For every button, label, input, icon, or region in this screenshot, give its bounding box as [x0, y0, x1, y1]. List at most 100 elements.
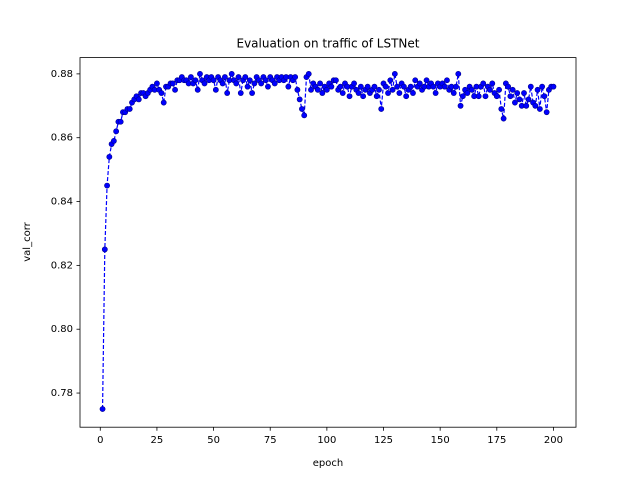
data-point: [516, 96, 523, 103]
data-point: [357, 83, 364, 90]
data-point: [172, 86, 178, 93]
data-point: [378, 106, 385, 112]
data-point: [337, 83, 344, 90]
data-point: [346, 93, 353, 100]
data-point: [430, 83, 437, 90]
data-point: [371, 83, 378, 90]
data-point: [246, 77, 253, 84]
data-point: [235, 74, 242, 80]
data-point: [228, 70, 235, 77]
data-point: [197, 70, 203, 77]
data-point: [391, 70, 398, 77]
data-point: [99, 406, 106, 412]
data-point: [523, 102, 530, 109]
data-point: [480, 80, 487, 87]
data-point: [296, 96, 303, 103]
data-point: [319, 90, 326, 96]
data-point: [527, 83, 534, 90]
x-tick-label: 125: [374, 435, 393, 446]
data-point: [539, 83, 546, 90]
data-point: [104, 182, 110, 189]
data-point: [360, 93, 367, 100]
data-point: [285, 83, 292, 90]
data-point: [441, 83, 448, 90]
data-point: [271, 80, 278, 87]
data-point: [489, 80, 496, 87]
y-axis-label: val_corr: [22, 221, 33, 261]
data-point: [376, 86, 382, 93]
data-point: [534, 86, 541, 93]
data-point: [101, 246, 108, 253]
y-tick-label: 0.80: [51, 324, 73, 335]
data-point: [194, 86, 201, 93]
data-point: [410, 90, 416, 96]
plot-frame: [79, 57, 577, 428]
data-point: [464, 90, 471, 96]
x-tick-label: 150: [431, 435, 450, 446]
data-point: [117, 118, 124, 125]
data-point: [403, 93, 410, 100]
data-point: [521, 90, 527, 96]
data-point: [294, 86, 301, 93]
data-point: [459, 93, 466, 100]
data-point: [493, 93, 500, 100]
data-point: [407, 83, 414, 90]
data-point: [262, 77, 269, 84]
data-point: [242, 74, 249, 80]
data-point: [536, 106, 543, 112]
x-tick-label: 175: [487, 435, 506, 446]
data-point: [355, 90, 362, 96]
data-point: [543, 109, 550, 116]
y-tick-label: 0.82: [51, 260, 73, 271]
data-point: [192, 77, 199, 84]
data-point: [135, 96, 142, 103]
data-point: [314, 86, 321, 93]
data-point: [188, 74, 194, 80]
data-point: [212, 86, 219, 93]
data-point: [496, 86, 502, 93]
data-point: [416, 80, 423, 87]
data-point: [333, 77, 339, 84]
data-point: [468, 86, 475, 93]
data-point: [210, 77, 217, 84]
data-point: [301, 112, 308, 119]
data-point: [364, 83, 371, 90]
data-point: [339, 90, 346, 96]
data-point: [498, 106, 505, 112]
x-tick-label: 200: [544, 435, 563, 446]
data-point: [550, 83, 557, 90]
data-point: [351, 80, 357, 87]
data-point: [126, 106, 133, 112]
data-point: [500, 115, 507, 122]
data-point: [505, 83, 512, 90]
y-tick-label: 0.88: [51, 69, 73, 80]
data-point: [110, 138, 117, 144]
x-tick-label: 100: [317, 435, 336, 446]
data-point: [158, 90, 165, 96]
data-point: [237, 90, 244, 96]
data-point: [401, 83, 407, 90]
data-point: [244, 83, 251, 90]
data-point: [224, 90, 231, 96]
data-point: [265, 83, 271, 90]
data-point: [323, 86, 330, 93]
data-point: [328, 83, 335, 90]
data-point: [385, 90, 391, 96]
data-point: [373, 93, 380, 100]
data-point: [154, 80, 160, 87]
data-point: [412, 77, 419, 84]
data-point: [258, 80, 265, 87]
data-point: [394, 83, 401, 90]
data-point: [387, 77, 394, 84]
data-point: [305, 70, 312, 77]
data-point: [475, 93, 482, 100]
data-point: [423, 77, 430, 84]
x-tick-label: 0: [97, 435, 103, 446]
data-point: [450, 90, 457, 96]
data-point: [455, 70, 462, 77]
data-point: [512, 99, 518, 106]
data-point: [509, 86, 516, 93]
data-point: [382, 83, 389, 90]
